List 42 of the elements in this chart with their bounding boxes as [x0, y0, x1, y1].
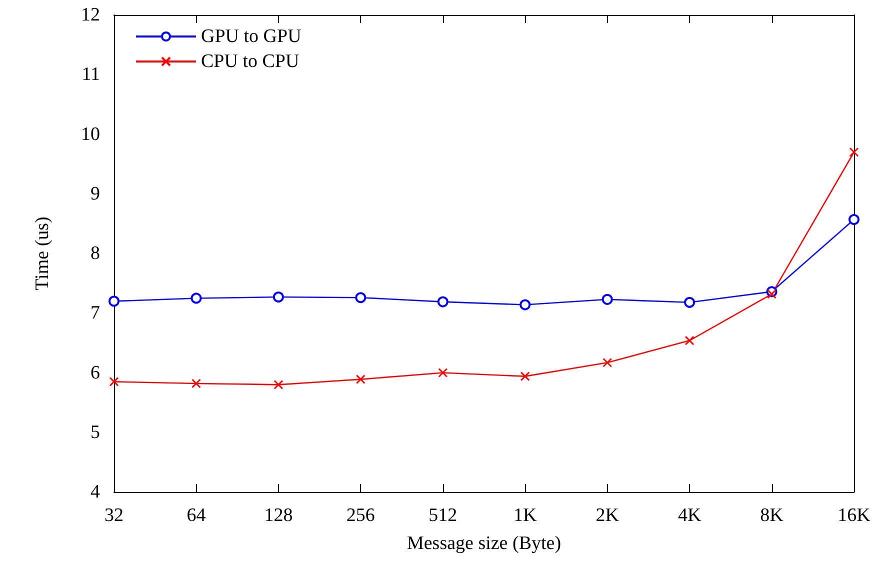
- legend-label: GPU to GPU: [201, 26, 302, 47]
- point: [355, 292, 366, 304]
- x-tick-label: 4K: [678, 505, 702, 526]
- y-axis-title: Time (us): [32, 216, 53, 290]
- legend-label: CPU to CPU: [201, 51, 300, 72]
- point: [190, 292, 202, 304]
- point: [274, 380, 284, 390]
- point: [684, 336, 694, 346]
- x-tick-label: 64: [186, 505, 206, 526]
- y-tick-label: 12: [81, 4, 100, 26]
- point: [272, 292, 284, 303]
- point: [437, 296, 448, 308]
- x-axis-title: Message size (Byte): [406, 533, 562, 554]
- point: [767, 289, 777, 299]
- y-tick-label: 7: [90, 302, 100, 324]
- y-tick-label: 9: [90, 183, 100, 204]
- y-tick-label: 11: [82, 64, 100, 86]
- y-tick-label: 6: [90, 362, 100, 384]
- x-tick-label: 128: [264, 505, 293, 526]
- point: [602, 358, 612, 368]
- point: [848, 214, 860, 226]
- x-tick-label: 8K: [760, 505, 784, 526]
- point: [849, 147, 859, 157]
- point: [109, 376, 119, 386]
- point: [356, 374, 366, 384]
- x-tick-label: 32: [104, 505, 124, 526]
- point: [108, 296, 120, 307]
- x-tick-label: 512: [428, 505, 458, 526]
- point: [191, 378, 201, 388]
- y-tick-label: 10: [81, 124, 100, 145]
- point: [520, 372, 530, 382]
- point: [520, 299, 531, 310]
- y-tick-label: 5: [90, 422, 100, 443]
- y-tick-label: 4: [90, 482, 100, 502]
- x-tick-label: 2K: [596, 505, 620, 526]
- x-tick-label: 16K: [838, 505, 871, 526]
- x-tick-label: 1K: [513, 505, 537, 526]
- point: [438, 368, 448, 378]
- point: [684, 296, 696, 308]
- x-tick-label: 256: [346, 505, 375, 526]
- y-tick-label: 8: [90, 243, 100, 264]
- point: [602, 294, 613, 305]
